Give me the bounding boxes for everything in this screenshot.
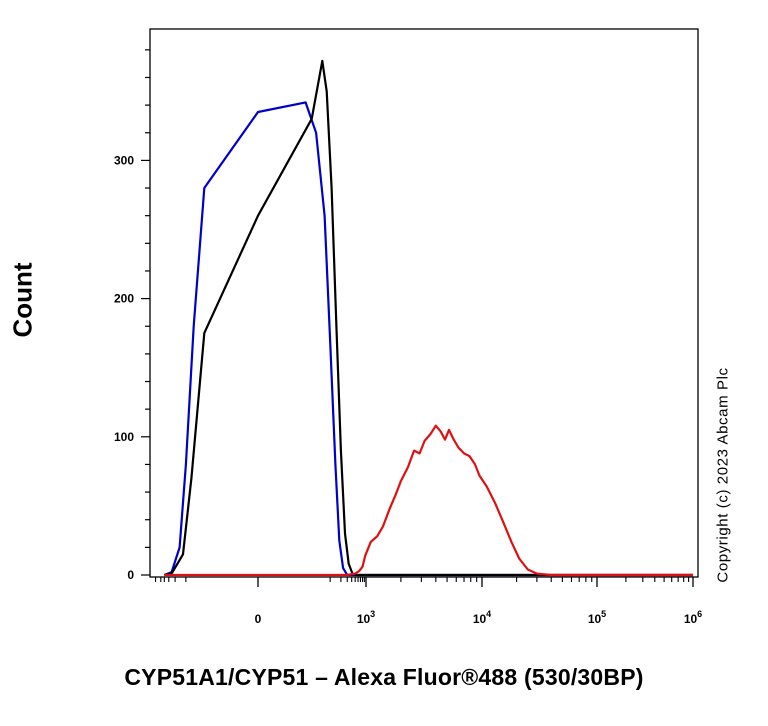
series-layer xyxy=(163,59,693,577)
x-tick-label: 0 xyxy=(255,612,262,626)
histogram-series-2 xyxy=(164,59,693,577)
x-axis-label: CYP51A1/CYP51 – Alexa Fluor®488 (530/30B… xyxy=(124,664,644,690)
histogram-chart: 0 100 200 300 0 103 104 105 106 xyxy=(114,28,702,626)
x-tick-label: 103 xyxy=(357,609,375,626)
histogram-series-3 xyxy=(164,424,693,577)
y-tick-label: 200 xyxy=(114,292,134,306)
x-tick-exponent: 6 xyxy=(697,609,702,619)
x-tick-exponent: 3 xyxy=(370,609,375,619)
x-tick-exponent: 4 xyxy=(486,609,491,619)
x-tick-exponent: 5 xyxy=(601,609,606,619)
y-tick-label: 300 xyxy=(114,153,134,167)
x-tick-label: 106 xyxy=(684,609,702,626)
y-tick-label: 0 xyxy=(127,568,134,582)
y-axis: 0 100 200 300 xyxy=(114,49,150,582)
x-tick-label: 104 xyxy=(473,609,491,626)
x-tick-label: 105 xyxy=(588,609,606,626)
x-axis: 0 103 104 105 106 xyxy=(155,577,702,626)
y-tick-label: 100 xyxy=(114,430,134,444)
plot-frame xyxy=(149,28,699,578)
